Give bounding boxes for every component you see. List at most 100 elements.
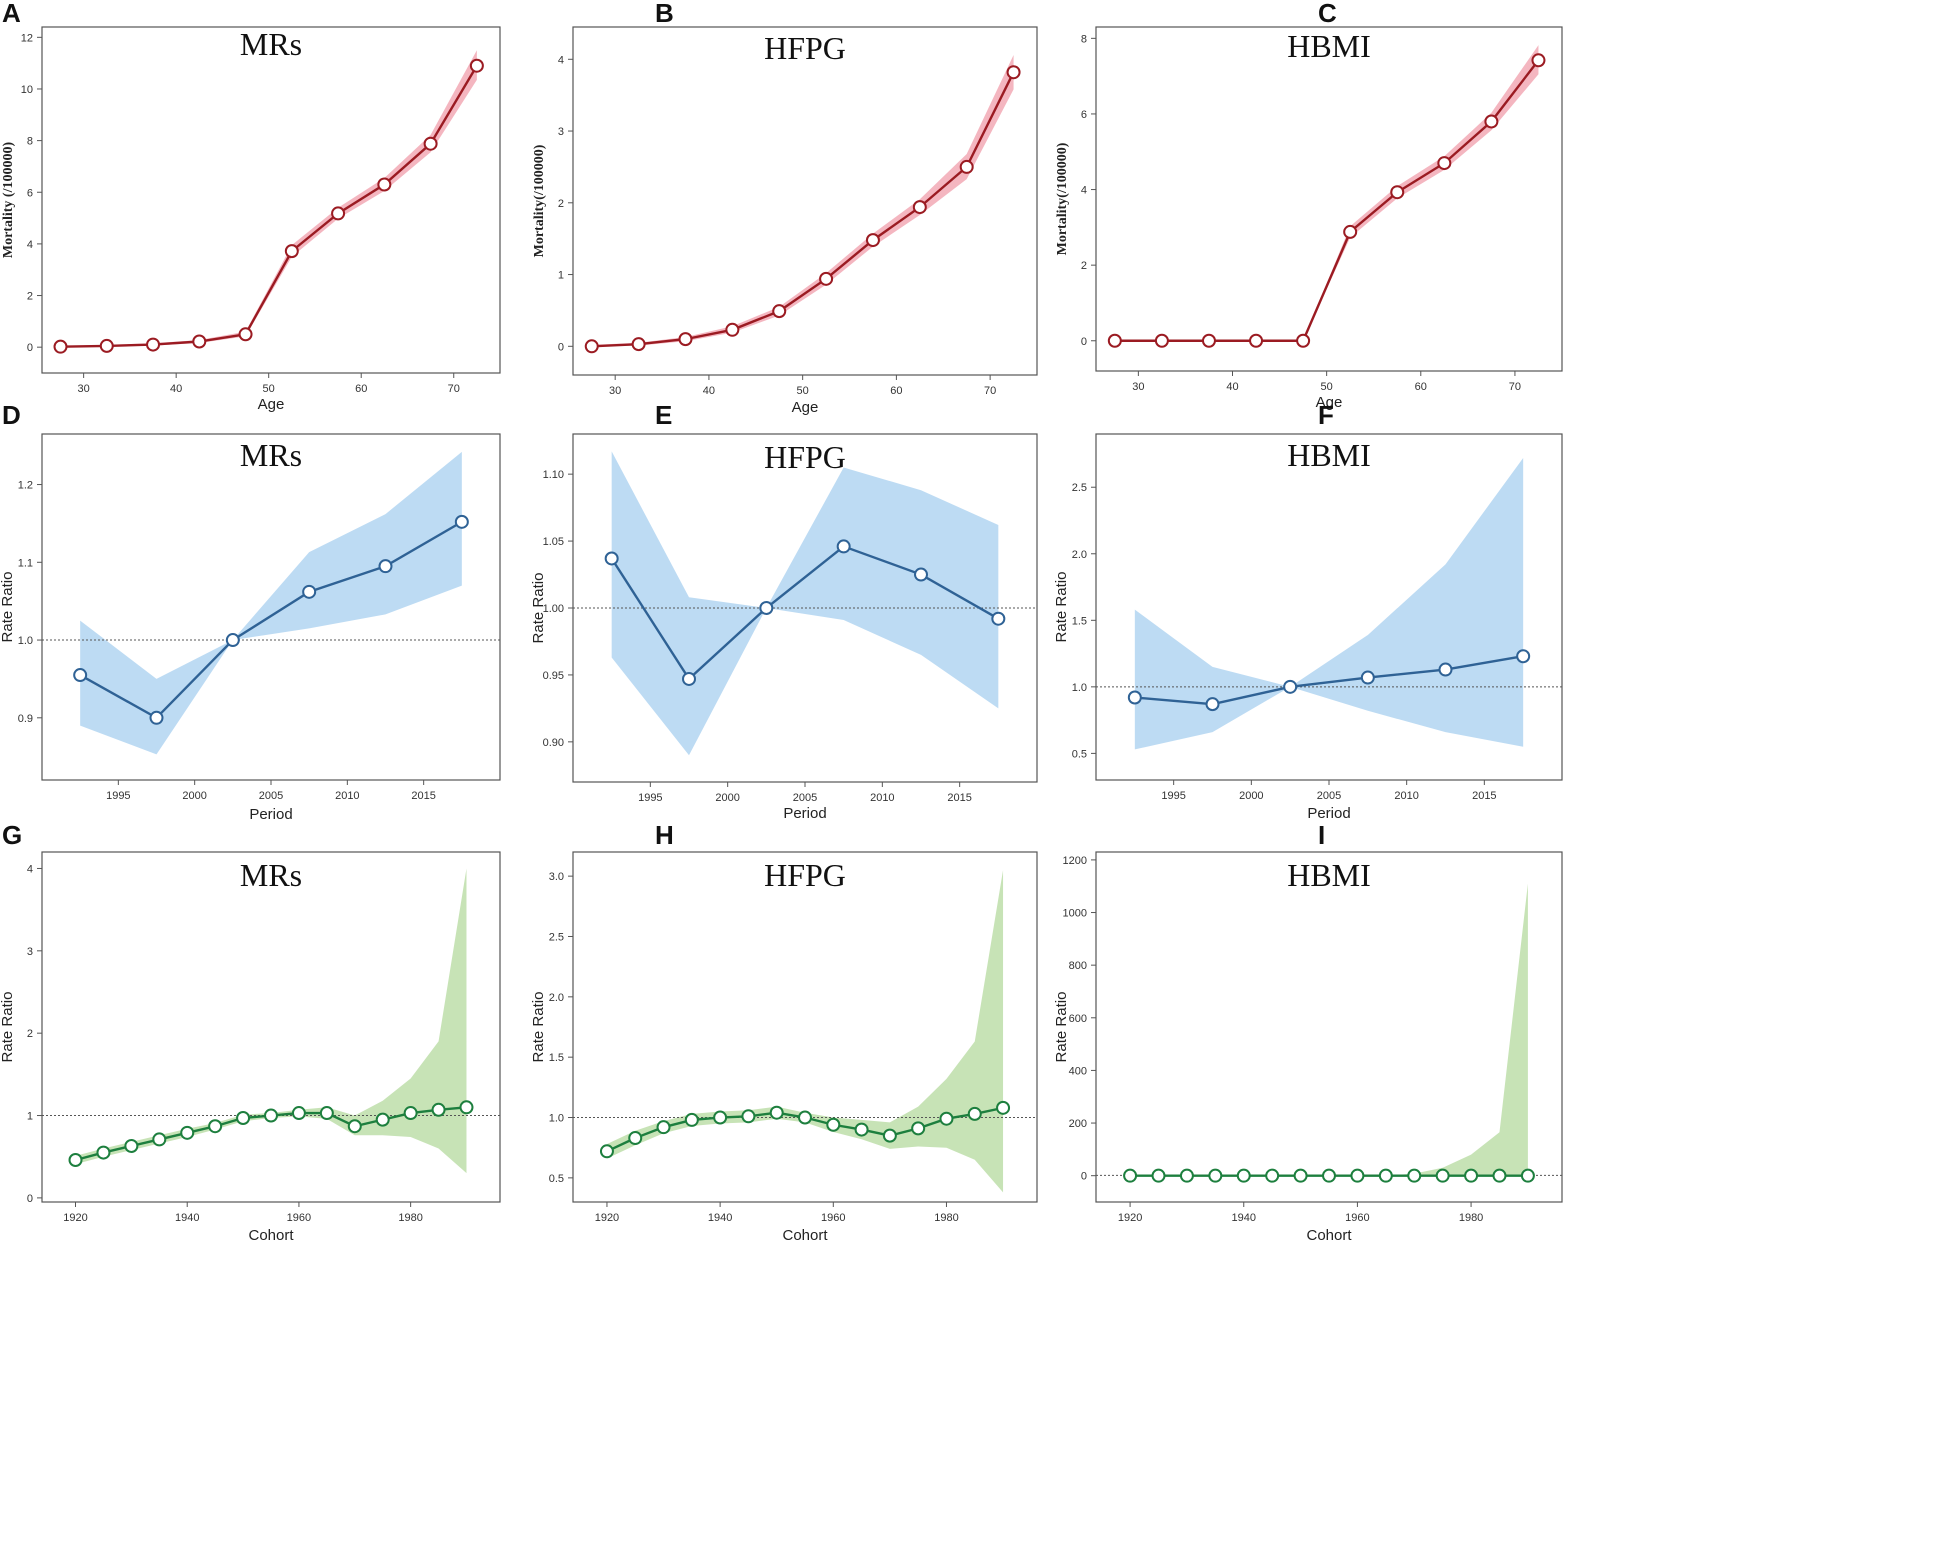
y-axis-label: Mortality(/100000) [1055,142,1070,255]
data-point [584,339,599,354]
data-point [238,327,253,342]
y-tick-label: 0 [1081,336,1087,348]
x-tick-label: 2005 [259,790,283,802]
x-tick-label: 1960 [821,1212,845,1224]
y-tick-label: 2 [1081,260,1087,272]
data-point [1492,1168,1507,1183]
x-tick-label: 40 [170,383,182,395]
y-tick-label: 0.5 [1072,748,1087,760]
y-tick-label: 1.1 [18,557,33,569]
data-point [826,1117,841,1132]
panel-letter: B [655,0,674,28]
y-tick-label: 0.9 [18,713,33,725]
data-point [1107,333,1122,348]
y-tick-label: 2.5 [1072,482,1087,494]
data-point [68,1153,83,1167]
data-point [1360,670,1375,685]
y-tick-label: 0 [558,341,564,353]
x-tick-label: 1995 [1161,790,1185,802]
data-point [1006,65,1021,80]
data-point [1438,662,1453,677]
data-point [375,1112,390,1127]
x-axis-label: Age [258,396,285,413]
x-tick-label: 1940 [708,1212,732,1224]
data-point [378,559,393,574]
data-point [854,1122,869,1137]
panel-d: D 1995 2000 2005 2010 2015 0.9 1.0 1.1 1.2 MRs Peri… [0,400,501,823]
x-tick-label: 2010 [335,790,359,802]
y-tick-label: 2.0 [1072,549,1087,561]
data-point [331,206,346,221]
y-tick-label: 1.0 [549,1113,564,1125]
y-tick-label: 1.0 [18,635,33,647]
y-tick-label: 200 [1069,1118,1087,1130]
data-point [959,159,974,174]
data-point [149,710,164,725]
data-point [124,1139,139,1153]
data-point [423,136,438,151]
y-tick-label: 0.95 [543,670,564,682]
x-tick-label: 1920 [595,1212,619,1224]
confidence-band [1114,45,1539,341]
y-tick-label: 0 [27,1193,33,1205]
data-point [914,567,928,582]
x-axis-label: Cohort [1306,1227,1352,1244]
y-tick-label: 1.5 [1072,615,1087,627]
x-tick-label: 1920 [1118,1212,1142,1224]
y-axis-label: Rate Ratio [1053,992,1070,1063]
confidence-band [60,50,477,348]
x-tick-label: 60 [1415,381,1427,393]
x-axis-label: Age [1316,394,1343,411]
y-tick-label: 1.2 [18,480,33,492]
x-tick-label: 1980 [934,1212,958,1224]
x-tick-label: 30 [1132,381,1144,393]
data-point [192,334,207,349]
x-tick-label: 70 [448,383,460,395]
x-tick-label: 30 [78,383,90,395]
y-axis-label: Rate Ratio [0,992,16,1063]
plot-title: HBMI [1287,857,1371,893]
data-point [1437,156,1452,171]
data-point [725,322,740,337]
data-point [319,1106,334,1121]
plot-title: HFPG [764,439,846,475]
data-point [1179,1168,1194,1183]
plot-title: MRs [240,26,302,62]
data-point [1390,185,1405,200]
x-tick-label: 2015 [1472,790,1496,802]
y-tick-label: 8 [1081,33,1087,45]
data-point [180,1125,195,1140]
panel-letter: F [1318,400,1334,430]
data-point [991,611,1006,626]
x-tick-label: 1980 [398,1212,422,1224]
y-tick-label: 2 [558,198,564,210]
y-tick-label: 0.5 [549,1173,564,1185]
data-point [865,233,880,248]
data-point [284,244,299,259]
data-point [264,1108,278,1123]
x-axis-label: Period [783,805,826,822]
data-point [291,1106,306,1121]
data-point [882,1128,897,1143]
data-point [208,1119,223,1134]
panel-letter: I [1318,820,1325,850]
panel-letter: G [2,820,22,850]
x-tick-label: 70 [984,385,996,397]
data-point [53,339,68,354]
confidence-band [1130,883,1528,1176]
y-tick-label: 400 [1069,1065,1087,1077]
y-tick-label: 1000 [1063,908,1087,920]
plot-frame [41,851,501,1203]
data-point [1123,1168,1138,1183]
data-point [759,601,774,615]
data-point [599,1144,614,1159]
y-axis-label: Rate Ratio [530,573,547,644]
x-tick-label: 1940 [1232,1212,1256,1224]
data-point [912,200,927,215]
plot-title: HBMI [1287,28,1371,64]
y-axis-label: Rate Ratio [0,572,16,643]
series-line [79,520,463,720]
y-tick-label: 12 [21,32,33,44]
data-point [347,1119,362,1134]
data-point [302,584,317,599]
